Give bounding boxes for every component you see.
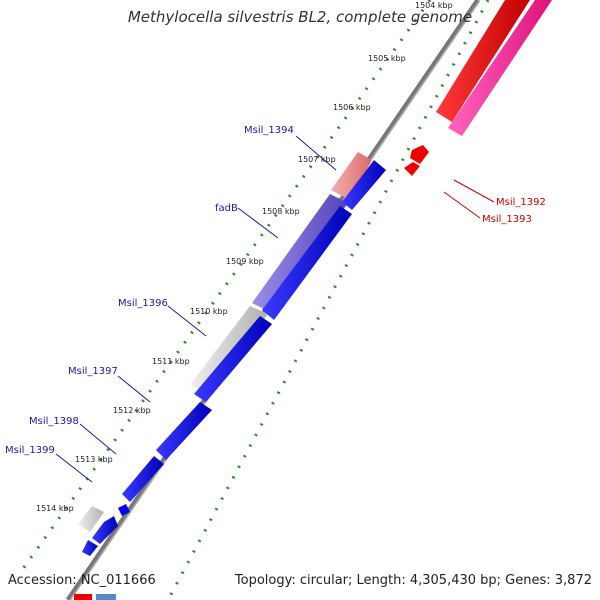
tick-label-1511: 1511 kbp bbox=[152, 357, 190, 366]
leader-msil-1394 bbox=[295, 135, 337, 171]
tick-label-1509: 1509 kbp bbox=[226, 257, 264, 266]
gene-blue-1-bar[interactable] bbox=[342, 160, 386, 210]
gene-msil-1393-bar[interactable] bbox=[448, 0, 552, 136]
edge-mark-blue bbox=[96, 594, 116, 600]
topology-summary: Topology: circular; Length: 4,305,430 bp… bbox=[234, 573, 592, 588]
label-msil-1393[interactable]: Msil_1393 bbox=[482, 214, 532, 225]
label-msil-1396[interactable]: Msil_1396 bbox=[118, 298, 168, 309]
gene-msil-1394-bar[interactable] bbox=[331, 152, 372, 200]
label-fadb[interactable]: fadB bbox=[215, 203, 238, 214]
gene-fadb-bar[interactable] bbox=[252, 194, 348, 312]
tick-label-1510: 1510 kbp bbox=[190, 307, 228, 316]
gene-blue-5-bar[interactable] bbox=[122, 456, 164, 502]
tick-label-1504: 1504 kbp bbox=[415, 1, 453, 10]
gene-small-red-2[interactable] bbox=[404, 162, 420, 176]
gene-small-red-1[interactable] bbox=[410, 145, 429, 164]
tick-label-1512: 1512 kbp bbox=[113, 406, 151, 415]
label-msil-1398[interactable]: Msil_1398 bbox=[29, 416, 79, 427]
tick-label-1507: 1507 kbp bbox=[298, 155, 336, 164]
tick-label-1506: 1506 kbp bbox=[333, 103, 371, 112]
gene-blue-6-bar[interactable] bbox=[92, 516, 118, 544]
map-title: Methylocella silvestris BL2, complete ge… bbox=[127, 8, 473, 26]
inner-dotted-ring bbox=[20, 0, 432, 571]
outer-dotted-ring bbox=[166, 0, 490, 600]
edge-mark-red bbox=[74, 594, 92, 600]
tick-label-1508: 1508 kbp bbox=[262, 207, 300, 216]
accession-text: Accession: NC_011666 bbox=[8, 573, 156, 588]
label-msil-1394[interactable]: Msil_1394 bbox=[244, 125, 294, 136]
label-msil-1399[interactable]: Msil_1399 bbox=[5, 445, 55, 456]
leader-msil-1393 bbox=[443, 191, 481, 219]
gene-msil-1396-bar[interactable] bbox=[190, 306, 268, 393]
leader-msil-1392 bbox=[453, 179, 495, 203]
leader-fadb bbox=[237, 207, 279, 239]
leader-msil-1398 bbox=[79, 423, 117, 455]
gene-msil-1392-bar[interactable] bbox=[436, 0, 530, 122]
leader-msil-1399 bbox=[55, 453, 93, 483]
gene-blue-7-bar[interactable] bbox=[82, 540, 98, 556]
label-msil-1392[interactable]: Msil_1392 bbox=[496, 197, 546, 208]
gene-blue-3-bar[interactable] bbox=[194, 316, 272, 402]
gene-blue-4-bar[interactable] bbox=[156, 402, 212, 460]
gene-gray-small[interactable] bbox=[78, 506, 104, 532]
tick-label-1505: 1505 kbp bbox=[368, 54, 406, 63]
gene-blue-2-bar[interactable] bbox=[262, 206, 352, 320]
leader-msil-1396 bbox=[167, 305, 207, 337]
tick-label-1513: 1513 kbp bbox=[75, 455, 113, 464]
gene-blue-small-1[interactable] bbox=[118, 504, 130, 516]
label-msil-1397[interactable]: Msil_1397 bbox=[68, 366, 118, 377]
tick-label-1514: 1514 kbp bbox=[36, 504, 74, 513]
leader-msil-1397 bbox=[117, 375, 151, 403]
